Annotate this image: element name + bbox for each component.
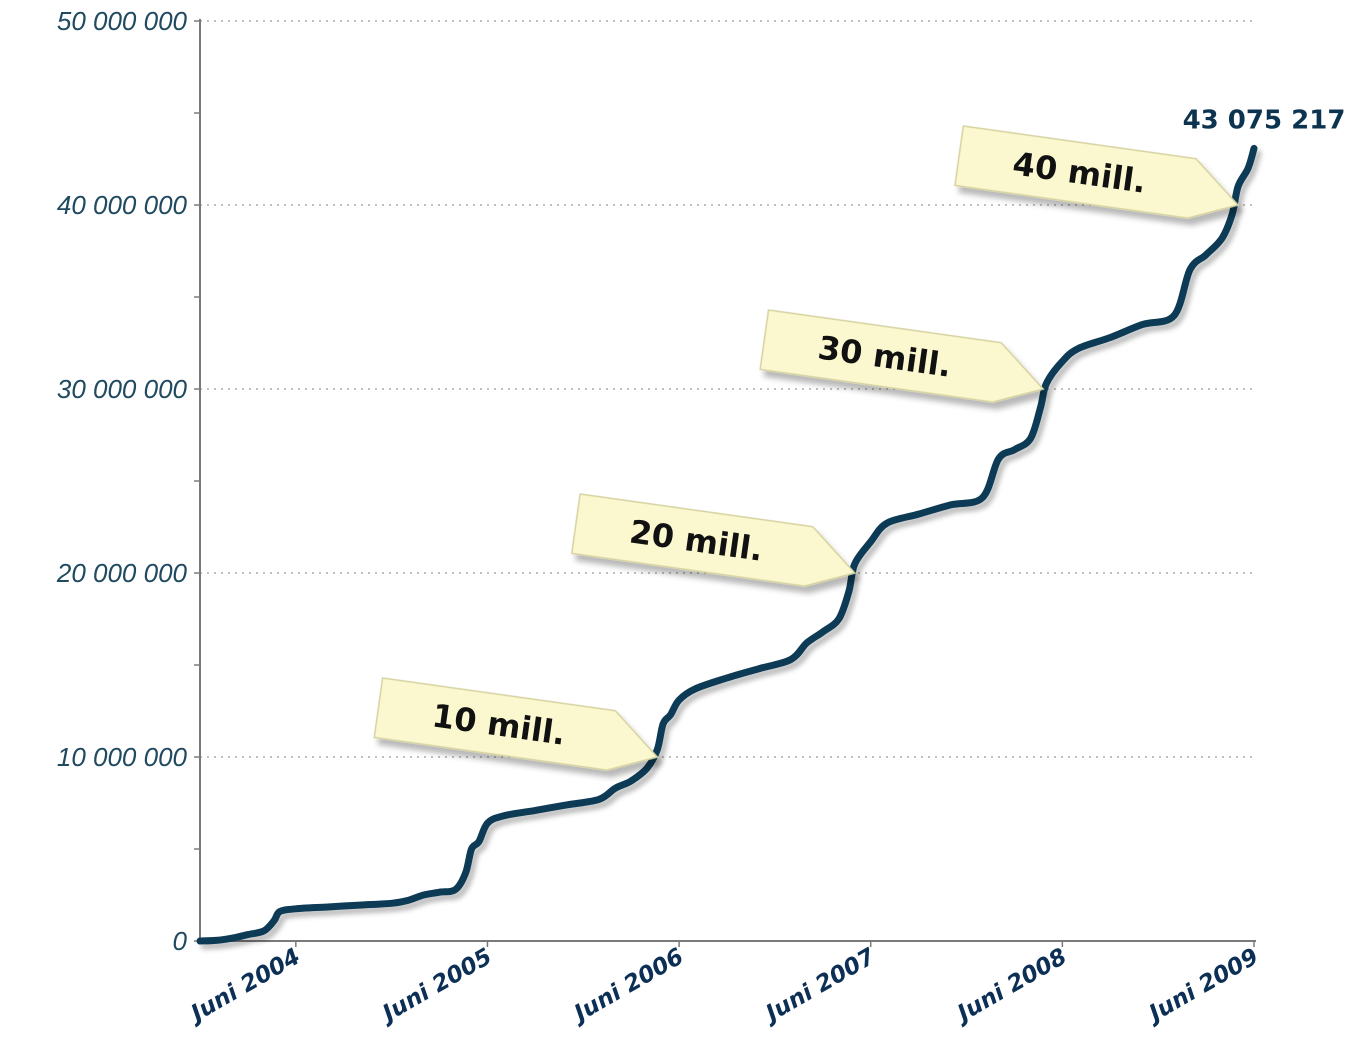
series-layer	[196, 144, 1258, 945]
grid-lines	[200, 20, 1254, 758]
y-tick-labels: 0 10 000 000 20 000 000 30 000 000 40 000 00…	[56, 6, 188, 956]
milestone-callout: 30 mill.	[759, 309, 1045, 403]
series-line	[196, 144, 1258, 945]
milestone-callouts: 10 mill. 20 mill. 30 mill. 40 mill.	[373, 125, 1240, 771]
final-value-label: 43 075 217	[1183, 105, 1346, 135]
axes	[194, 19, 1256, 947]
x-tick-labels: Juni 2004 Juni 2005 Juni 2006 Juni 2007 Juni…	[183, 944, 1263, 1029]
y-tick-label: 40 000 000	[57, 190, 188, 220]
callout-shape	[954, 125, 1240, 219]
milestone-callout: 40 mill.	[954, 125, 1240, 219]
x-tick-label: Juni 2006	[567, 944, 688, 1029]
y-tick-label: 0	[173, 926, 188, 956]
y-tick-label: 30 000 000	[57, 374, 188, 404]
y-tick-label: 20 000 000	[56, 558, 188, 588]
callout-shape	[759, 309, 1045, 403]
x-tick-label: Juni 2004	[183, 944, 304, 1029]
callout-shape	[570, 493, 857, 587]
milestone-callout: 10 mill.	[373, 677, 659, 771]
y-tick-label: 10 000 000	[57, 742, 188, 772]
y-tick-label: 50 000 000	[57, 6, 188, 36]
x-tick-label: Juni 2009	[1142, 944, 1263, 1029]
x-tick-label: Juni 2008	[950, 944, 1071, 1029]
x-tick-label: Juni 2005	[375, 944, 496, 1029]
milestone-callout: 20 mill.	[570, 493, 857, 587]
callout-shape	[373, 677, 659, 771]
x-tick-label: Juni 2007	[758, 944, 879, 1029]
